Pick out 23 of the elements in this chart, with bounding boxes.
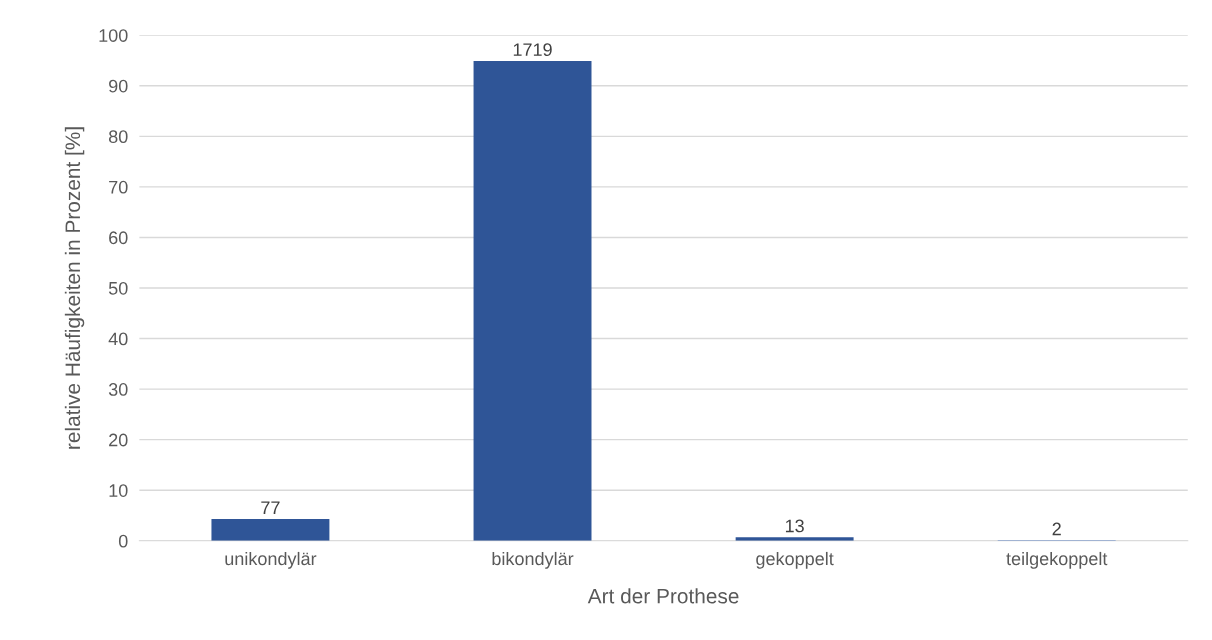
y-tick-label: 100 — [99, 29, 128, 42]
annotation: 2 — [1052, 522, 1061, 536]
y-tick-label: 80 — [108, 130, 128, 144]
annotation: 77 — [261, 501, 280, 514]
y-tick-label: 20 — [109, 433, 128, 447]
y-tick-label: 90 — [109, 79, 128, 93]
x-tick-label: bikondylär — [492, 551, 574, 569]
x-tick-label: teilgekoppelt — [1006, 551, 1108, 569]
annotation: 13 — [785, 519, 804, 533]
y-tick-label: 60 — [109, 231, 128, 245]
bar — [473, 60, 592, 541]
y-tick-label: 50 — [108, 281, 128, 295]
x-tick-label: gekoppelt — [756, 551, 834, 569]
x-axis-title: Art der Prothese — [587, 588, 739, 604]
y-tick-label: 70 — [109, 180, 128, 194]
y-tick-label: 10 — [109, 484, 128, 497]
y-tick-label: 0 — [118, 534, 128, 548]
y-axis-title: relative Häufigkeiten in Prozent [%] — [64, 127, 85, 449]
bar — [211, 519, 330, 541]
y-tick-label: 30 — [108, 383, 128, 396]
y-tick-label: 40 — [108, 332, 128, 346]
x-tick-label: unikondylär — [225, 551, 317, 569]
annotation: 1719 — [513, 43, 552, 57]
